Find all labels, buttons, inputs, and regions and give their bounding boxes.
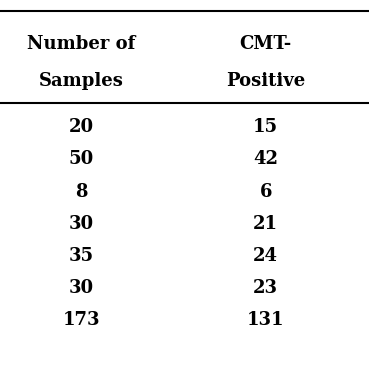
Text: 30: 30 — [69, 279, 94, 297]
Text: 23: 23 — [253, 279, 278, 297]
Text: 131: 131 — [247, 311, 284, 329]
Text: Samples: Samples — [39, 72, 124, 90]
Text: 21: 21 — [253, 215, 278, 232]
Text: 8: 8 — [75, 183, 87, 200]
Text: Number of: Number of — [27, 35, 135, 53]
Text: 24: 24 — [253, 247, 278, 265]
Text: 30: 30 — [69, 215, 94, 232]
Text: 15: 15 — [253, 118, 278, 136]
Text: 35: 35 — [69, 247, 94, 265]
Text: 20: 20 — [69, 118, 94, 136]
Text: 6: 6 — [259, 183, 272, 200]
Text: CMT-: CMT- — [239, 35, 292, 53]
Text: 50: 50 — [69, 151, 94, 168]
Text: 173: 173 — [62, 311, 100, 329]
Text: 42: 42 — [253, 151, 278, 168]
Text: Positive: Positive — [226, 72, 305, 90]
